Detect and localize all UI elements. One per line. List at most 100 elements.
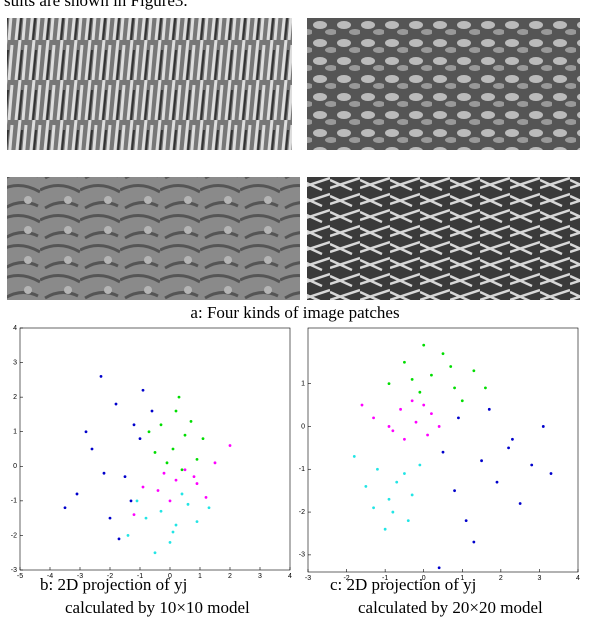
- point: [426, 433, 429, 437]
- point: [171, 447, 175, 451]
- point: [430, 373, 433, 377]
- x-tick-label: 3: [258, 573, 262, 580]
- point: [449, 365, 453, 368]
- point: [395, 480, 399, 484]
- point: [437, 425, 441, 428]
- point: [150, 409, 154, 413]
- y-tick-label: -2: [11, 532, 17, 539]
- point: [99, 375, 103, 378]
- caption: calculated by 10×10 model: [65, 598, 250, 617]
- point: [201, 437, 205, 441]
- point: [422, 343, 426, 347]
- point: [138, 437, 142, 441]
- point: [174, 523, 178, 527]
- point: [530, 463, 534, 467]
- x-tick-label: -3: [305, 575, 311, 582]
- point: [410, 377, 414, 381]
- plot-frame: [307, 327, 579, 573]
- point: [147, 430, 151, 434]
- point: [195, 457, 199, 461]
- point: [168, 540, 172, 544]
- point: [141, 485, 145, 489]
- point: [135, 499, 139, 503]
- point: [391, 510, 395, 514]
- point: [484, 386, 487, 390]
- x-tick-label: 4: [576, 575, 580, 582]
- point: [63, 506, 67, 510]
- x-tick-label: 2: [228, 573, 232, 580]
- point: [360, 403, 364, 407]
- point: [168, 499, 172, 503]
- image-patch: [307, 18, 580, 150]
- point: [159, 423, 163, 427]
- x-tick-label: -5: [17, 573, 23, 580]
- point: [141, 388, 145, 392]
- point: [383, 527, 387, 531]
- point: [228, 444, 232, 447]
- x-tick-label: -1: [382, 575, 388, 582]
- point: [153, 551, 157, 555]
- x-tick-label: 1: [198, 573, 202, 580]
- point: [549, 472, 553, 475]
- point: [464, 519, 468, 523]
- x-tick-label: -2: [343, 575, 349, 582]
- point: [422, 403, 426, 407]
- point: [418, 463, 422, 467]
- point: [364, 484, 368, 488]
- image-patch: [7, 177, 300, 300]
- point: [453, 489, 456, 493]
- point: [195, 482, 199, 485]
- x-tick-label: 3: [537, 575, 541, 582]
- point: [126, 534, 130, 537]
- point: [406, 519, 410, 523]
- caption: a: Four kinds of image patches: [190, 303, 399, 322]
- point: [213, 461, 217, 465]
- point: [180, 468, 184, 472]
- y-tick-label: 0: [301, 423, 305, 430]
- caption: calculated by 20×20 model: [358, 598, 543, 617]
- point: [403, 360, 406, 364]
- x-tick-label: 2: [499, 575, 503, 582]
- point: [180, 492, 184, 496]
- point: [117, 537, 121, 541]
- point: [453, 386, 456, 390]
- point: [518, 502, 522, 505]
- point: [159, 509, 163, 513]
- point: [495, 480, 499, 484]
- caption: b: 2D projection of yj: [40, 575, 187, 594]
- point: [123, 475, 127, 479]
- point: [156, 489, 160, 492]
- point: [372, 416, 375, 420]
- point: [183, 468, 187, 472]
- point: [387, 497, 391, 501]
- x-tick-label: 4: [288, 573, 292, 580]
- point: [75, 492, 79, 496]
- point: [153, 451, 157, 454]
- plot-frame: [19, 327, 291, 571]
- point: [387, 425, 391, 428]
- point: [174, 409, 178, 413]
- point: [132, 423, 136, 427]
- x-tick-label: -4: [47, 573, 53, 580]
- point: [174, 478, 178, 482]
- point: [84, 430, 88, 434]
- x-tick-label: 0: [422, 575, 426, 582]
- y-tick-label: -3: [11, 567, 17, 574]
- y-tick-label: 1: [13, 429, 17, 436]
- y-tick-label: 3: [13, 359, 17, 366]
- point: [132, 513, 136, 517]
- caption: c: 2D projection of yj: [330, 575, 476, 594]
- point: [441, 450, 445, 454]
- point: [418, 390, 422, 394]
- point: [376, 467, 379, 471]
- point: [541, 425, 545, 428]
- point: [207, 506, 211, 510]
- point: [480, 459, 483, 463]
- y-tick-label: 2: [13, 394, 17, 401]
- y-tick-label: 4: [13, 325, 17, 332]
- point: [391, 429, 395, 433]
- point: [144, 516, 148, 520]
- point: [437, 566, 441, 570]
- point: [352, 455, 356, 458]
